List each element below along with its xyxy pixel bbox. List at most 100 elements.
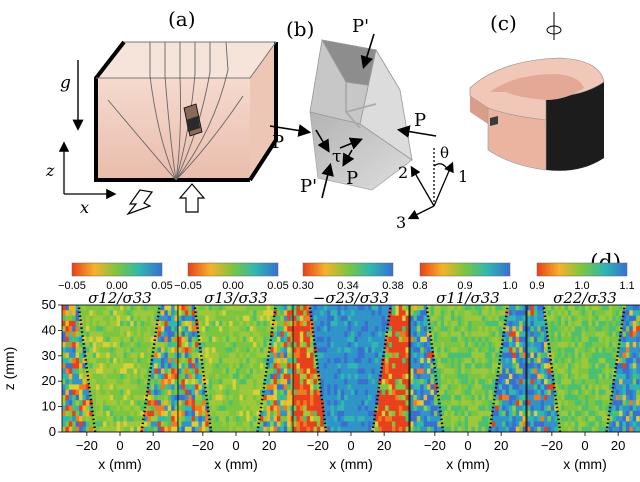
- heatmap-cell: [450, 331, 455, 338]
- heatmap-cell: [444, 421, 448, 428]
- heatmap-cell: [340, 347, 345, 353]
- internal-arrows: [345, 82, 377, 129]
- heatmap-cell: [106, 368, 111, 375]
- heatmap-cell: [212, 416, 216, 422]
- heatmap-cell: [273, 357, 278, 364]
- heatmap-cell: [544, 410, 548, 417]
- heatmap-cell: [457, 305, 462, 311]
- heatmap-cell: [276, 426, 281, 433]
- heatmap-cell: [333, 331, 338, 338]
- heatmap-cell: [598, 363, 603, 369]
- heatmap-cell: [537, 331, 541, 338]
- heatmap-cell: [471, 352, 476, 359]
- heatmap-cell: [540, 320, 545, 327]
- heatmap-cell: [109, 305, 114, 311]
- heatmap-cell: [381, 373, 386, 380]
- heatmap-cell: [567, 342, 572, 348]
- heatmap-cell: [498, 331, 503, 338]
- heatmap-cell: [540, 379, 545, 385]
- heatmap-cell: [450, 416, 455, 422]
- x-tick-label: 20: [611, 438, 625, 453]
- heatmap-cell: [236, 326, 240, 332]
- heatmap-cell: [333, 315, 338, 322]
- heatmap-cell: [474, 305, 479, 311]
- heatmap-cell: [323, 410, 328, 417]
- heatmap-cell: [602, 410, 606, 417]
- heatmap-cell: [378, 352, 382, 359]
- heatmap-cell: [481, 405, 486, 412]
- heatmap-cell: [303, 331, 307, 338]
- heatmap-cell: [437, 363, 441, 369]
- heatmap-cell: [109, 389, 114, 396]
- heatmap-cell: [615, 400, 620, 406]
- heatmap-cell: [444, 379, 448, 385]
- heatmap-cell: [296, 342, 301, 348]
- heatmap-cell: [544, 342, 548, 348]
- heatmap-cell: [522, 331, 527, 338]
- heatmap-cell: [561, 400, 565, 406]
- heatmap-cell: [259, 352, 264, 359]
- heatmap-cell: [239, 342, 244, 348]
- heatmap-cell: [502, 305, 506, 311]
- heatmap-cell: [256, 405, 261, 412]
- heatmap-cell: [296, 352, 301, 359]
- heatmap-cell: [310, 379, 314, 385]
- heatmap-cell: [212, 305, 216, 311]
- heatmap-cell: [280, 384, 285, 390]
- x-tick-label: −20: [307, 438, 329, 453]
- heatmap-cell: [249, 347, 254, 353]
- heatmap-cell: [62, 357, 66, 364]
- heatmap-cell: [266, 400, 271, 406]
- heatmap-cell: [454, 389, 459, 396]
- heatmap-cell: [201, 363, 206, 369]
- heatmap-cell: [498, 400, 503, 406]
- heatmap-cell: [461, 363, 465, 369]
- heatmap-cell: [96, 384, 100, 390]
- heatmap-cell: [378, 394, 382, 401]
- heatmap-cell: [478, 363, 482, 369]
- heatmap-cell: [533, 416, 538, 422]
- heatmap-cell: [461, 373, 465, 380]
- heatmap-cell: [236, 331, 240, 338]
- heatmap-cell: [212, 320, 216, 327]
- heatmap-cell: [96, 426, 100, 433]
- heatmap-cell: [413, 373, 418, 380]
- heatmap-cell: [505, 389, 510, 396]
- heatmap-cell: [333, 336, 338, 343]
- heatmap-cell: [398, 400, 403, 406]
- heatmap-cell: [615, 363, 620, 369]
- heatmap-cell: [585, 363, 589, 369]
- heatmap-cell: [283, 394, 288, 401]
- heatmap-cell: [344, 336, 348, 343]
- heatmap-cell: [361, 336, 365, 343]
- heatmap-cell: [72, 421, 76, 428]
- heatmap-cell: [239, 379, 244, 385]
- heatmap-cell: [246, 368, 250, 375]
- heatmap-cell: [457, 379, 462, 385]
- heatmap-cell: [120, 405, 124, 412]
- heatmap-cell: [478, 421, 482, 428]
- heatmap-cell: [402, 331, 406, 338]
- heatmap-cell: [270, 368, 274, 375]
- heatmap-cell: [619, 426, 623, 433]
- heatmap-cell: [544, 373, 548, 380]
- heatmap-cell: [178, 342, 182, 348]
- heatmap-cell: [167, 347, 172, 353]
- heatmap-cell: [427, 357, 431, 364]
- heatmap-cell: [629, 373, 634, 380]
- heatmap-cell: [578, 373, 582, 380]
- heatmap-cell: [519, 315, 523, 322]
- heatmap-cell: [512, 305, 517, 311]
- heatmap-cell: [440, 326, 445, 332]
- heatmap-cell: [246, 326, 250, 332]
- heatmap-cell: [585, 426, 589, 433]
- heatmap-cell: [561, 320, 565, 327]
- heatmap-cell: [508, 326, 513, 332]
- heatmap-cell: [160, 400, 165, 406]
- heatmap-cell: [85, 379, 90, 385]
- heatmap-cell: [72, 426, 76, 433]
- heatmap-cell: [137, 352, 141, 359]
- heatmap-cell: [527, 405, 531, 412]
- heatmap-cell: [150, 373, 155, 380]
- x-tick-label: −20: [424, 438, 446, 453]
